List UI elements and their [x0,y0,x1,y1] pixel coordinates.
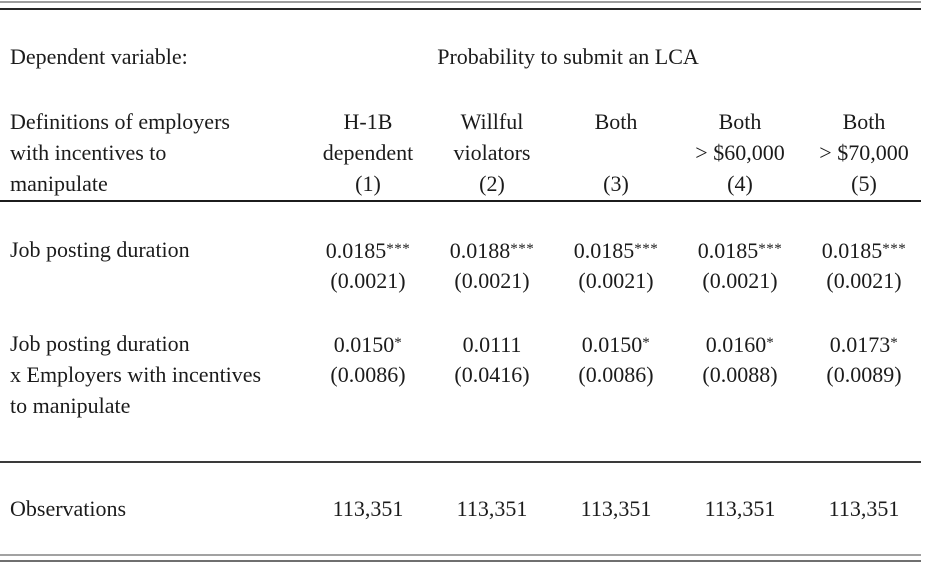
table-header-row: Definitions of employers with incentives… [0,106,930,199]
significance-stars: *** [882,241,907,257]
column-header-3-number: (3) [603,171,629,196]
row-label-line-2: x Employers with incentives [10,362,262,387]
table-row-job-posting-duration: Job posting duration 0.0185*** (0.0021) … [0,234,930,296]
coefficient-value: 0.0185*** [325,238,411,263]
column-header-1-title: H-1B [343,109,393,134]
coefficient-cell: 0.0111 (0.0416) [430,328,554,390]
dependent-variable-title: Probability to submit an LCA [437,44,699,69]
table-row-interaction: Job posting duration x Employers with in… [0,328,930,421]
coefficient-cell: 0.0173* (0.0089) [802,328,926,390]
column-header-5-number: (5) [851,171,877,196]
coefficient-cell: 0.0185*** (0.0021) [306,234,430,296]
column-header-5: Both > $70,000 (5) [802,106,926,199]
column-header-4: Both > $60,000 (4) [678,106,802,199]
coefficient-cell: 0.0150* (0.0086) [554,328,678,390]
coefficient-value: 0.0185*** [697,238,783,263]
row-label: Job posting duration x Employers with in… [0,328,306,421]
column-header-3: Both (3) [554,106,678,199]
standard-error: (0.0086) [330,362,406,387]
column-header-1-subtitle: dependent [322,140,414,165]
significance-stars: * [394,335,403,351]
observations-value: 113,351 [704,496,776,521]
standard-error: (0.0086) [578,362,654,387]
column-header-2-number: (2) [479,171,505,196]
column-header-3-title: Both [594,109,638,134]
stub-header-line-1: Definitions of employers [10,109,230,134]
stub-header-line-2: with incentives to [10,140,167,165]
column-header-2-title: Willful [460,109,524,134]
row-label-line-3: to manipulate [10,393,131,418]
column-header-4-subtitle: > $60,000 [695,140,785,165]
coefficient-value: 0.0150* [581,332,651,357]
observations-value: 113,351 [456,496,528,521]
column-header-2: Willful violators (2) [430,106,554,199]
standard-error: (0.0021) [826,268,902,293]
significance-stars: *** [510,241,535,257]
significance-stars: * [642,335,651,351]
standard-error: (0.0021) [454,268,530,293]
coefficient-cell: 0.0188*** (0.0021) [430,234,554,296]
column-header-4-title: Both [718,109,762,134]
table-bottom-rule-inner [0,560,921,562]
row-label: Job posting duration [0,234,306,265]
column-header-2-subtitle: violators [453,140,531,165]
coefficient-value: 0.0173* [829,332,899,357]
standard-error: (0.0021) [702,268,778,293]
observations-cell: 113,351 [802,493,926,524]
stub-header: Definitions of employers with incentives… [0,106,306,199]
table-row-observations: Observations 113,351 113,351 113,351 113… [0,493,930,524]
observations-cell: 113,351 [554,493,678,524]
column-header-3-subtitle [554,137,678,168]
observations-cell: 113,351 [306,493,430,524]
coefficient-value: 0.0160* [705,332,775,357]
observations-value: 113,351 [580,496,652,521]
standard-error: (0.0021) [330,268,406,293]
standard-error: (0.0089) [826,362,902,387]
coefficient-cell: 0.0160* (0.0088) [678,328,802,390]
table-top-rule-inner [0,8,921,10]
table-header-rule [0,200,921,202]
significance-stars: *** [386,241,411,257]
table-top-rule-outer [0,1,921,3]
column-header-4-number: (4) [727,171,753,196]
significance-stars: *** [634,241,659,257]
dependent-variable-label: Dependent variable: [10,44,188,69]
table-footer-rule [0,461,921,463]
coefficient-value: 0.0188*** [449,238,535,263]
coefficient-cell: 0.0150* (0.0086) [306,328,430,390]
standard-error: (0.0416) [454,362,530,387]
observations-label-cell: Observations [0,493,306,524]
table-bottom-rule-outer [0,554,921,556]
row-label-line-1: Job posting duration [10,331,190,356]
column-header-1: H-1B dependent (1) [306,106,430,199]
standard-error: (0.0021) [578,268,654,293]
significance-stars: * [766,335,775,351]
coefficient-cell: 0.0185*** (0.0021) [554,234,678,296]
observations-value: 113,351 [332,496,404,521]
stub-header-line-3: manipulate [10,171,108,196]
coefficient-value: 0.0111 [462,332,522,357]
coefficient-value: 0.0185*** [573,238,659,263]
column-header-5-title: Both [842,109,886,134]
observations-cell: 113,351 [678,493,802,524]
row-label-line-1: Job posting duration [10,237,190,262]
coefficient-value: 0.0185*** [821,238,907,263]
column-header-5-subtitle: > $70,000 [819,140,909,165]
coefficient-cell: 0.0185*** (0.0021) [678,234,802,296]
observations-value: 113,351 [828,496,900,521]
coefficient-value: 0.0150* [333,332,403,357]
standard-error: (0.0088) [702,362,778,387]
significance-stars: *** [758,241,783,257]
dependent-variable-title-area: Probability to submit an LCA [306,41,926,72]
observations-label: Observations [10,496,127,521]
column-header-1-number: (1) [355,171,381,196]
coefficient-cell: 0.0185*** (0.0021) [802,234,926,296]
significance-stars: * [890,335,899,351]
observations-cell: 113,351 [430,493,554,524]
